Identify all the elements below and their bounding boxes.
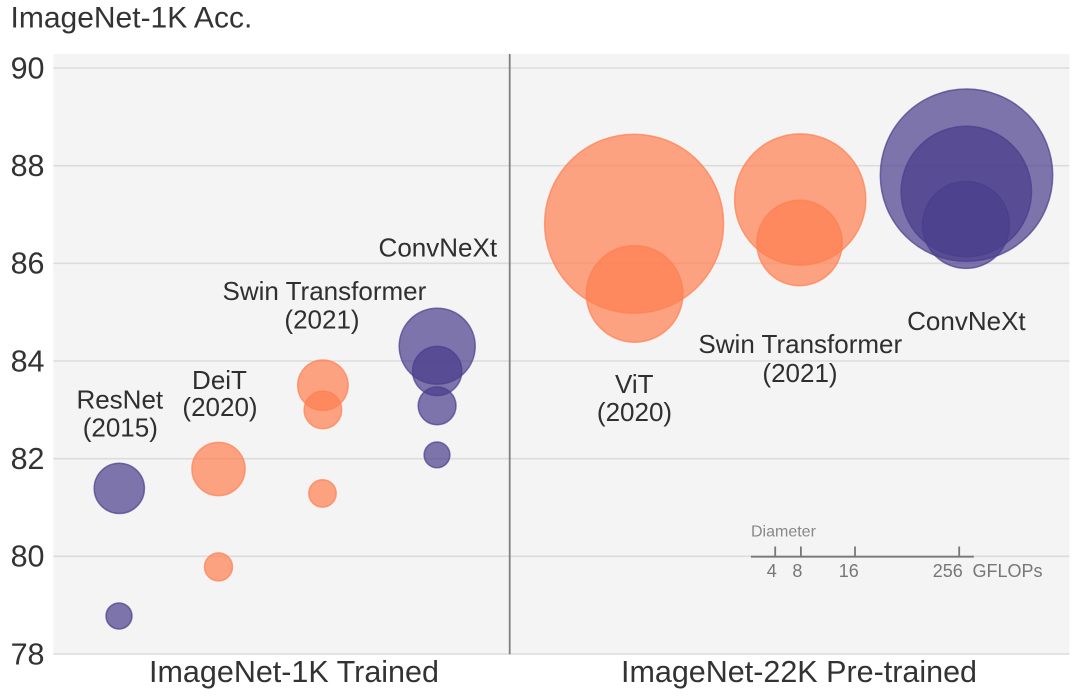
svg-text:ConvNeXt: ConvNeXt bbox=[907, 306, 1026, 336]
svg-text:ImageNet-1K Trained: ImageNet-1K Trained bbox=[149, 655, 439, 689]
svg-text:90: 90 bbox=[11, 51, 45, 85]
svg-text:(2015): (2015) bbox=[83, 413, 158, 443]
svg-text:ResNet: ResNet bbox=[76, 384, 163, 414]
svg-text:80: 80 bbox=[11, 540, 45, 574]
svg-text:ViT: ViT bbox=[615, 369, 654, 399]
svg-text:86: 86 bbox=[11, 247, 45, 281]
svg-text:78: 78 bbox=[11, 637, 45, 671]
svg-text:(2021): (2021) bbox=[284, 304, 359, 334]
svg-text:Swin Transformer: Swin Transformer bbox=[223, 276, 427, 306]
svg-text:ImageNet-1K Acc.: ImageNet-1K Acc. bbox=[11, 2, 253, 35]
svg-text:82: 82 bbox=[11, 442, 45, 476]
svg-text:DeiT: DeiT bbox=[192, 365, 247, 395]
svg-text:GFLOPs: GFLOPs bbox=[973, 561, 1043, 581]
svg-text:8: 8 bbox=[792, 561, 802, 581]
svg-text:84: 84 bbox=[11, 344, 45, 378]
svg-text:(2021): (2021) bbox=[762, 358, 837, 388]
svg-text:88: 88 bbox=[11, 149, 45, 183]
svg-text:(2020): (2020) bbox=[597, 397, 672, 427]
svg-text:256: 256 bbox=[933, 561, 963, 581]
svg-text:4: 4 bbox=[767, 561, 777, 581]
svg-text:(2020): (2020) bbox=[182, 392, 257, 422]
svg-text:Diameter: Diameter bbox=[751, 524, 817, 541]
svg-text:ImageNet-22K Pre-trained: ImageNet-22K Pre-trained bbox=[621, 655, 977, 689]
svg-text:ConvNeXt: ConvNeXt bbox=[379, 233, 498, 263]
svg-text:Swin Transformer: Swin Transformer bbox=[698, 329, 902, 359]
svg-text:16: 16 bbox=[839, 561, 859, 581]
